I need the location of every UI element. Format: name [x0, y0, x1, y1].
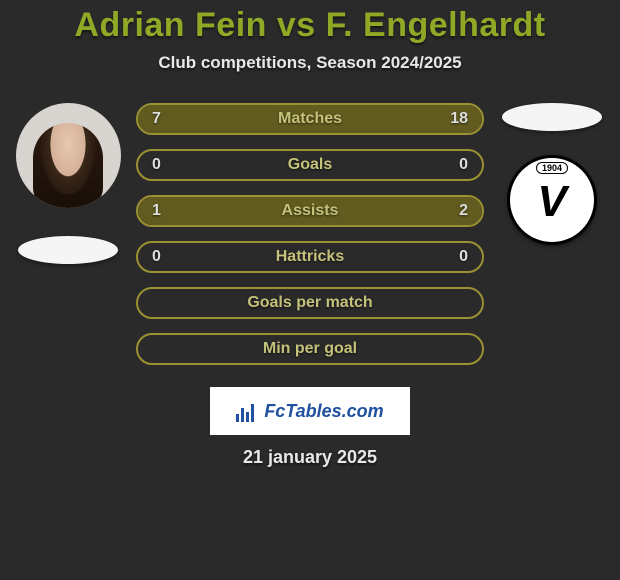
player-left-avatar: [16, 103, 121, 208]
stat-value-right: 2: [459, 197, 468, 225]
site-logo: FcTables.com: [210, 387, 410, 435]
stats-column: 7Matches180Goals01Assists20Hattricks0Goa…: [128, 103, 492, 379]
club-logo: 1904 V: [507, 155, 597, 245]
player-right-flag: [502, 103, 602, 131]
stat-label: Goals per match: [138, 289, 482, 317]
comparison-card: Adrian Fein vs F. Engelhardt Club compet…: [0, 0, 620, 468]
page-title: Adrian Fein vs F. Engelhardt: [0, 6, 620, 45]
stat-value-right: 0: [459, 243, 468, 271]
avatar-silhouette: [33, 123, 103, 208]
stat-value-right: 18: [450, 105, 468, 133]
stat-label: Hattricks: [138, 243, 482, 271]
stat-bar: 0Hattricks0: [136, 241, 484, 273]
stat-bar: 1Assists2: [136, 195, 484, 227]
stat-label: Min per goal: [138, 335, 482, 363]
player-left-column: [8, 103, 128, 264]
stat-label: Assists: [138, 197, 482, 225]
stat-bar: 7Matches18: [136, 103, 484, 135]
stat-label: Goals: [138, 151, 482, 179]
content-row: 7Matches180Goals01Assists20Hattricks0Goa…: [0, 103, 620, 379]
site-logo-text: FcTables.com: [264, 401, 383, 422]
subtitle: Club competitions, Season 2024/2025: [0, 53, 620, 73]
player-right-column: 1904 V: [492, 103, 612, 245]
player-left-flag: [18, 236, 118, 264]
club-letter: V: [537, 180, 566, 224]
date-label: 21 january 2025: [0, 447, 620, 468]
stat-bar: Goals per match: [136, 287, 484, 319]
stat-bar: 0Goals0: [136, 149, 484, 181]
stat-value-right: 0: [459, 151, 468, 179]
stat-bar: Min per goal: [136, 333, 484, 365]
club-year-badge: 1904: [536, 162, 568, 174]
stat-label: Matches: [138, 105, 482, 133]
bars-icon: [236, 400, 258, 422]
